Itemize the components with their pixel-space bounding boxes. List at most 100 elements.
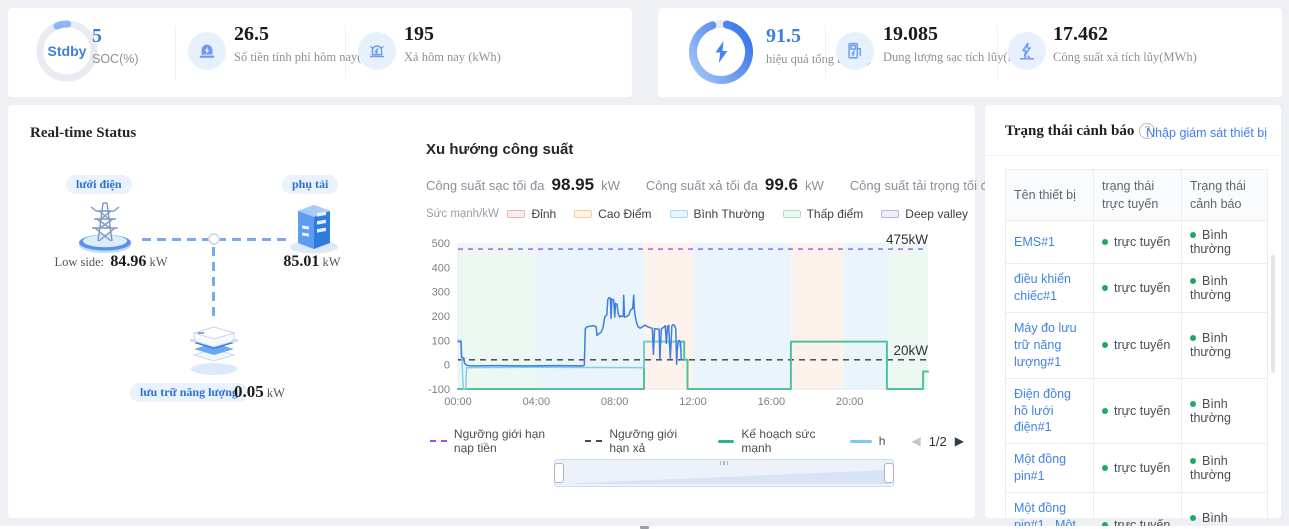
grid-power-value: Low side: 84.96 kW	[54, 253, 168, 270]
max-charge-label: Công suất sạc tối đa	[426, 178, 545, 193]
band-swatch	[574, 210, 593, 218]
y-tick-label: 0	[444, 360, 450, 372]
device-name-link[interactable]: điều khiển chiếc#1	[1005, 263, 1094, 313]
x-tick-label: 20:00	[836, 396, 864, 408]
y-axis-title: Sức mạnh/kW	[426, 208, 499, 220]
table-row: Một đồng pin#1 trực tuyến Bình thường	[1005, 443, 1268, 493]
datazoom-grip-icon[interactable]	[717, 461, 731, 465]
band-legend-label: Cao Điểm	[598, 207, 652, 221]
max-discharge-value: 99.6	[764, 175, 798, 194]
device-name-link[interactable]: Điện đồng hồ lưới điện#1	[1005, 377, 1094, 445]
online-status-cell: trực tuyến	[1093, 492, 1182, 529]
collapse-handle-icon[interactable]	[640, 526, 649, 529]
online-status-cell: trực tuyến	[1093, 443, 1182, 493]
band-legend-item[interactable]: Bình Thường	[669, 207, 765, 221]
x-tick-label: 16:00	[758, 396, 786, 408]
y-tick-label: 100	[432, 335, 450, 347]
charged-today-label: Số tiền tính phí hôm nay(kWh)	[234, 50, 390, 64]
col-online-status: trạng thái trực tuyến	[1093, 168, 1182, 222]
col-alarm-status: Trạng thái cảnh báo	[1181, 168, 1268, 222]
table-row: Máy đo lưu trữ năng lượng#1 trực tuyến Bìn…	[1005, 312, 1268, 379]
alarm-status-cell: Bình thường	[1181, 263, 1268, 313]
max-load-label: Công suất tải trọng tối đa	[849, 178, 996, 193]
threshold-label-discharge-limit: 20kW	[893, 343, 928, 358]
x-tick-label: 12:00	[679, 396, 707, 408]
series-legend-item[interactable]: Kế hoạch sức mạnh	[717, 427, 824, 455]
status-dot-icon	[1102, 407, 1108, 414]
load-power-value: 85.01 kW	[283, 253, 341, 270]
device-alarm-table: Tên thiết bị trạng thái trực tuyến Trạng…	[1005, 168, 1268, 529]
battery-state-label: Stdby	[47, 43, 87, 59]
datazoom-slider[interactable]	[554, 459, 894, 487]
device-name-link[interactable]: Một đồng pin#1 _Một loạt pin#1	[1005, 492, 1094, 529]
discharge-bolt-icon	[1008, 32, 1046, 70]
help-icon[interactable]: ?	[1139, 123, 1156, 139]
tou-band-low	[886, 243, 928, 389]
series-legend-item[interactable]: h	[849, 434, 885, 448]
status-dot-icon	[1102, 239, 1108, 246]
band-swatch	[669, 210, 688, 218]
divider	[985, 155, 1281, 156]
tou-band-peak	[790, 243, 844, 389]
legend-pager: ◀ 1/2 ▶	[911, 434, 964, 449]
tou-band-peak	[644, 243, 693, 389]
alarm-status-cell: Bình thường	[1181, 220, 1268, 265]
series-marker	[717, 439, 735, 443]
band-legend-item[interactable]: Cao Điểm	[574, 207, 652, 221]
siren-outline-icon	[358, 32, 396, 70]
band-swatch	[782, 210, 801, 218]
divider	[345, 26, 346, 79]
status-dot-icon	[1102, 342, 1108, 349]
table-scrollbar[interactable]	[1271, 255, 1275, 373]
max-discharge-label: Công suất xả tối đa	[645, 178, 758, 193]
online-status-cell: trực tuyến	[1093, 263, 1182, 313]
y-tick-label: 200	[432, 311, 450, 323]
alarm-panel-title: Trạng thái cảnh báo?	[1005, 123, 1156, 140]
efficiency-card: 91.5 hiệu quả tổng thể(%) 19.085 Dung lư…	[658, 8, 1282, 97]
page-indicator: 1/2	[928, 433, 947, 449]
datazoom-preview	[557, 470, 891, 484]
series-legend-label: Kế hoạch sức mạnh	[741, 427, 816, 455]
next-page-icon[interactable]: ▶	[954, 434, 965, 448]
soc-gauge: Stdby	[34, 18, 100, 84]
device-monitor-link[interactable]: Nhập giám sát thiết bị	[1146, 126, 1267, 140]
series-legend-label: Ngưỡng giới hạn nạp tiền	[453, 427, 546, 455]
storage-power-value: 0.05 kW	[234, 382, 285, 401]
band-legend-item[interactable]: Thấp điểm	[782, 207, 863, 221]
x-tick-label: 04:00	[523, 396, 551, 408]
energy-storage-icon	[190, 326, 238, 375]
series-legend-item[interactable]: Ngưỡng giới hạn xả	[585, 427, 691, 455]
status-dot-icon	[1190, 335, 1196, 342]
band-legend-item[interactable]: Đỉnh	[507, 207, 556, 221]
table-row: Điện đồng hồ lưới điện#1 trực tuyến Bình t…	[1005, 377, 1268, 445]
series-legend-item[interactable]: Ngưỡng giới hạn nạp tiền	[430, 427, 559, 455]
col-device-name: Tên thiết bị	[1005, 168, 1094, 222]
device-name-link[interactable]: Máy đo lưu trữ năng lượng#1	[1005, 312, 1094, 379]
status-dot-icon	[1102, 285, 1108, 292]
grid-badge: lưới điện	[66, 175, 132, 194]
tou-band-normal	[693, 243, 791, 389]
status-dot-icon	[1102, 522, 1108, 529]
prev-page-icon[interactable]: ◀	[911, 434, 921, 448]
band-legend-item[interactable]: Deep valley	[881, 207, 968, 221]
bolt-icon	[715, 41, 728, 63]
tou-band-legend: Đỉnh Cao Điểm Bình Thường Thấp điểm Deep val…	[507, 207, 968, 221]
status-dot-icon	[1190, 400, 1196, 407]
device-name-link[interactable]: Một đồng pin#1	[1005, 443, 1094, 493]
datazoom-left-handle[interactable]	[554, 463, 564, 483]
datazoom-right-handle[interactable]	[884, 463, 894, 483]
alarm-status-panel: Trạng thái cảnh báo? Nhập giám sát thiết…	[985, 105, 1281, 529]
device-name-link[interactable]: EMS#1	[1005, 220, 1094, 265]
threshold-label-charge-limit: 475kW	[886, 232, 928, 247]
tou-band-low	[458, 243, 537, 389]
table-row: điều khiển chiếc#1 trực tuyến Bình thường	[1005, 263, 1268, 313]
series-marker	[430, 440, 447, 442]
power-tower-icon	[79, 202, 131, 253]
series-marker	[585, 440, 603, 442]
status-dot-icon	[1190, 278, 1196, 285]
charging-pile-icon	[836, 32, 874, 70]
max-charge-value: 98.95	[551, 175, 595, 194]
